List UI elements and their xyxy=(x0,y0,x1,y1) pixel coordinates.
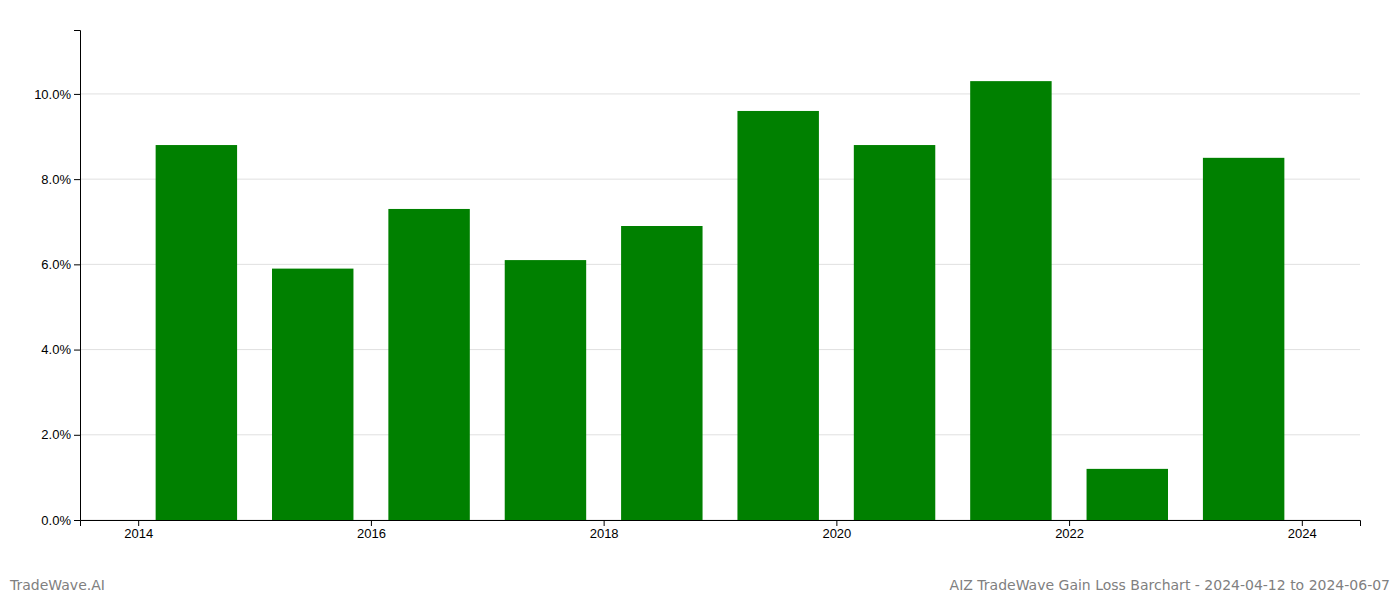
bar xyxy=(1203,158,1284,520)
x-tick: 2018 xyxy=(590,520,619,541)
x-tick-mark xyxy=(836,520,837,526)
y-tick: 8.0% xyxy=(41,172,80,187)
bar xyxy=(505,260,586,520)
bar xyxy=(737,111,818,520)
y-tick: 2.0% xyxy=(41,427,80,442)
y-tick: 6.0% xyxy=(41,257,80,272)
x-tick-mark xyxy=(138,520,139,526)
y-tick-mark xyxy=(74,264,80,265)
bar xyxy=(156,145,237,520)
watermark: TradeWave.AI xyxy=(9,577,105,593)
y-tick: 10.0% xyxy=(34,87,80,102)
x-tick-mark xyxy=(604,520,605,526)
x-tick-label: 2014 xyxy=(124,526,153,541)
y-tick-mark xyxy=(74,520,80,521)
bar xyxy=(970,81,1051,520)
y-tick-label: 2.0% xyxy=(41,427,71,442)
x-tick: 2020 xyxy=(822,520,851,541)
y-tick-mark xyxy=(74,94,80,95)
x-tick: 2022 xyxy=(1055,520,1084,541)
plot-area: 2014 2016 2018 2020 2022 2024 0.0% 2.0% 4.0% 6.0%… xyxy=(34,31,1360,542)
x-tick-mark xyxy=(1069,520,1070,526)
y-tick: 0.0% xyxy=(41,513,80,528)
bar xyxy=(272,269,353,520)
y-axis-line xyxy=(74,31,81,521)
x-tick-mark xyxy=(371,520,372,526)
x-tick-label: 2022 xyxy=(1055,526,1084,541)
grid-line xyxy=(80,179,1360,180)
grid xyxy=(80,94,1360,520)
chart: 2014 2016 2018 2020 2022 2024 0.0% 2.0% 4.0% 6.0%… xyxy=(0,0,1400,600)
x-tick: 2014 xyxy=(124,520,153,541)
x-tick-label: 2018 xyxy=(590,526,619,541)
x-tick-label: 2024 xyxy=(1288,526,1317,541)
bar xyxy=(854,145,935,520)
bar xyxy=(1087,469,1168,520)
x-tick: 2024 xyxy=(1288,520,1317,541)
x-tick-mark xyxy=(1302,520,1303,526)
grid-line xyxy=(80,264,1360,265)
y-axis: 0.0% 2.0% 4.0% 6.0% 8.0% 10.0% xyxy=(34,31,80,528)
bars xyxy=(156,81,1285,520)
x-tick-label: 2016 xyxy=(357,526,386,541)
y-tick: 4.0% xyxy=(41,342,80,357)
y-tick-label: 10.0% xyxy=(34,87,71,102)
bar xyxy=(388,209,469,520)
y-tick-label: 8.0% xyxy=(41,172,71,187)
y-tick-mark xyxy=(74,350,80,351)
grid-line xyxy=(80,93,1360,94)
x-tick: 2016 xyxy=(357,520,386,541)
y-tick-mark xyxy=(74,179,80,180)
y-tick-label: 6.0% xyxy=(41,257,71,272)
title: AIZ TradeWave Gain Loss Barchart - 2024-… xyxy=(950,577,1390,593)
y-tick-mark xyxy=(74,435,80,436)
bar xyxy=(621,226,702,520)
x-tick-label: 2020 xyxy=(822,526,851,541)
x-axis-line xyxy=(81,521,1361,527)
x-axis: 2014 2016 2018 2020 2022 2024 xyxy=(81,520,1361,541)
y-tick-label: 0.0% xyxy=(41,513,71,528)
y-tick-label: 4.0% xyxy=(41,342,71,357)
